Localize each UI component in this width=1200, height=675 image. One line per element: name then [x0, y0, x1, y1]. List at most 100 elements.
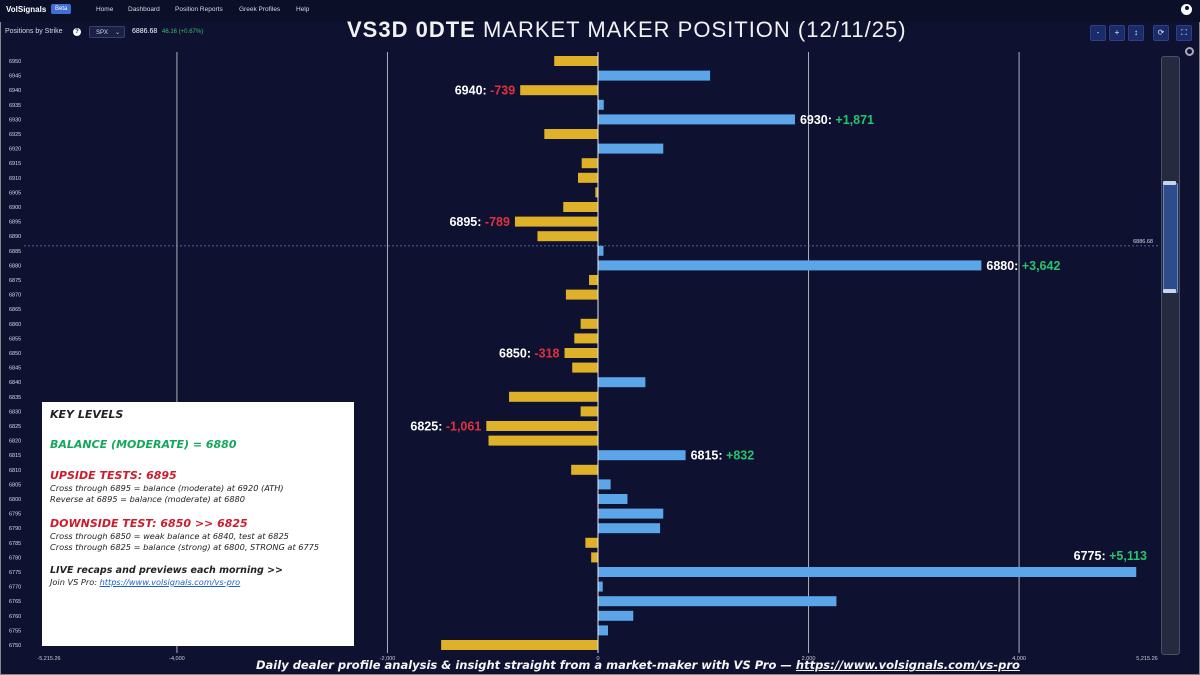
position-bar [598, 450, 686, 461]
strike-label: 6835 [9, 395, 21, 401]
annotation-strike: 6825: [410, 420, 445, 434]
refresh-button[interactable]: ⟳ [1153, 25, 1169, 41]
gear-icon[interactable] [1185, 47, 1194, 56]
position-bar [565, 289, 598, 300]
title-bold: VS3D 0DTE [347, 17, 476, 42]
strike-label: 6950 [9, 59, 21, 65]
top-nav: VolSignals Beta Home Dashboard Position … [0, 0, 1200, 22]
strike-label: 6765 [9, 599, 21, 605]
strike-label: 6895 [9, 220, 21, 226]
strike-label: 6875 [9, 278, 21, 284]
value-annotation: 6940: -739 [455, 84, 516, 98]
strike-label: 6880 [9, 263, 21, 269]
scrollbar-thumb[interactable] [1163, 183, 1178, 293]
title-rest: MARKET MAKER POSITION (12/11/25) [475, 17, 907, 42]
strike-label: 6940 [9, 88, 21, 94]
x-tick-label: -5,215.26 [37, 656, 60, 662]
strike-label: 6935 [9, 103, 21, 109]
brand-logo[interactable]: VolSignals [6, 5, 47, 14]
strike-label: 6865 [9, 307, 21, 313]
strike-label: 6780 [9, 555, 21, 561]
chart-scrollbar[interactable] [1161, 56, 1180, 655]
info-icon[interactable]: ? [73, 28, 81, 36]
position-bar [486, 421, 598, 431]
fullscreen-button[interactable]: ⛶ [1176, 25, 1192, 41]
annotation-value: +3,642 [1022, 259, 1061, 273]
strike-label: 6870 [9, 293, 21, 299]
strike-label: 6945 [9, 74, 21, 80]
strike-label: 6815 [9, 453, 21, 459]
position-bar [595, 187, 598, 198]
x-tick-label: -2,000 [380, 656, 396, 662]
positions-by-strike-label: Positions by Strike [5, 28, 63, 35]
live-recaps-text: LIVE recaps and previews each morning >> [50, 565, 283, 576]
scrollbar-bottom-handle[interactable] [1163, 289, 1176, 293]
footer-banner: Daily dealer profile analysis & insight … [256, 658, 1020, 672]
strike-label: 6885 [9, 249, 21, 255]
strike-label: 6905 [9, 190, 21, 196]
nav-home[interactable]: Home [96, 6, 114, 13]
position-bar [537, 231, 598, 242]
nav-help[interactable]: Help [296, 6, 310, 13]
upside-line: Reverse at 6895 = balance (moderate) at … [50, 494, 245, 504]
zoom-out-button[interactable]: - [1090, 25, 1106, 41]
beta-badge: Beta [51, 4, 72, 14]
downside-line: Cross through 6850 = weak balance at 684… [50, 531, 289, 541]
position-bar [577, 172, 598, 183]
symbol-value: SPX [96, 30, 109, 36]
value-annotation: 6825: -1,061 [410, 420, 481, 434]
strike-label: 6810 [9, 468, 21, 474]
key-levels-box: KEY LEVELS BALANCE (MODERATE) = 6880 UPS… [42, 402, 354, 646]
position-bar [598, 70, 711, 81]
x-tick-label: 2,000 [802, 656, 816, 662]
position-bar [598, 143, 664, 154]
downside-line: Cross through 6825 = balance (strong) at… [50, 542, 320, 552]
footer-link[interactable]: https://www.volsignals.com/vs-pro [795, 658, 1020, 672]
footer-text: Daily dealer profile analysis & insight … [256, 658, 796, 672]
upside-heading: UPSIDE TESTS: 6895 [50, 469, 177, 482]
annotation-value: -318 [534, 347, 559, 361]
nav-greek-profiles[interactable]: Greek Profiles [239, 6, 281, 13]
fit-vertical-button[interactable]: ↕ [1128, 25, 1144, 41]
position-bar [544, 129, 598, 139]
symbol-select[interactable]: SPX ⌄ [89, 26, 125, 38]
annotation-value: -739 [490, 84, 515, 98]
position-bar [580, 318, 598, 329]
position-bar [554, 56, 598, 66]
position-bar [598, 508, 664, 519]
annotation-strike: 6880: [986, 259, 1021, 273]
value-annotation: 6930: +1,871 [800, 113, 874, 127]
user-account-icon[interactable] [1181, 4, 1192, 15]
vs-pro-link[interactable]: https://www.volsignals.com/vs-pro [99, 577, 241, 587]
strike-label: 6930 [9, 117, 21, 123]
annotation-value: -789 [485, 215, 510, 229]
position-bar [598, 99, 604, 110]
strike-label: 6830 [9, 409, 21, 415]
strike-label: 6920 [9, 147, 21, 153]
nav-dashboard[interactable]: Dashboard [128, 6, 160, 13]
strike-label: 6890 [9, 234, 21, 240]
position-bar [598, 377, 646, 388]
nav-position-reports[interactable]: Position Reports [175, 6, 223, 13]
position-bar [581, 158, 598, 169]
value-annotation: 6850: -318 [499, 347, 560, 361]
strike-label: 6805 [9, 482, 21, 488]
x-tick-label: 5,215.26 [1136, 656, 1157, 662]
zoom-in-button[interactable]: + [1109, 25, 1125, 41]
value-annotation: 6880: +3,642 [986, 259, 1060, 273]
position-bar [571, 464, 598, 475]
scrollbar-top-handle[interactable] [1163, 181, 1176, 185]
value-annotation: 6775: +5,113 [1074, 549, 1147, 563]
page-title: VS3D 0DTE MARKET MAKER POSITION (12/11/2… [347, 17, 907, 43]
price-change: 46.16 (+0.67%) [162, 29, 204, 35]
strike-label: 6855 [9, 336, 21, 342]
x-tick-label: 4,000 [1012, 656, 1026, 662]
strike-label: 6790 [9, 526, 21, 532]
annotation-value: +832 [726, 449, 754, 463]
x-tick-label: -4,000 [169, 656, 185, 662]
position-bar [598, 245, 604, 256]
position-bar [598, 114, 795, 125]
chevron-down-icon: ⌄ [114, 30, 120, 36]
position-bar [598, 523, 661, 534]
position-bar [441, 640, 598, 650]
